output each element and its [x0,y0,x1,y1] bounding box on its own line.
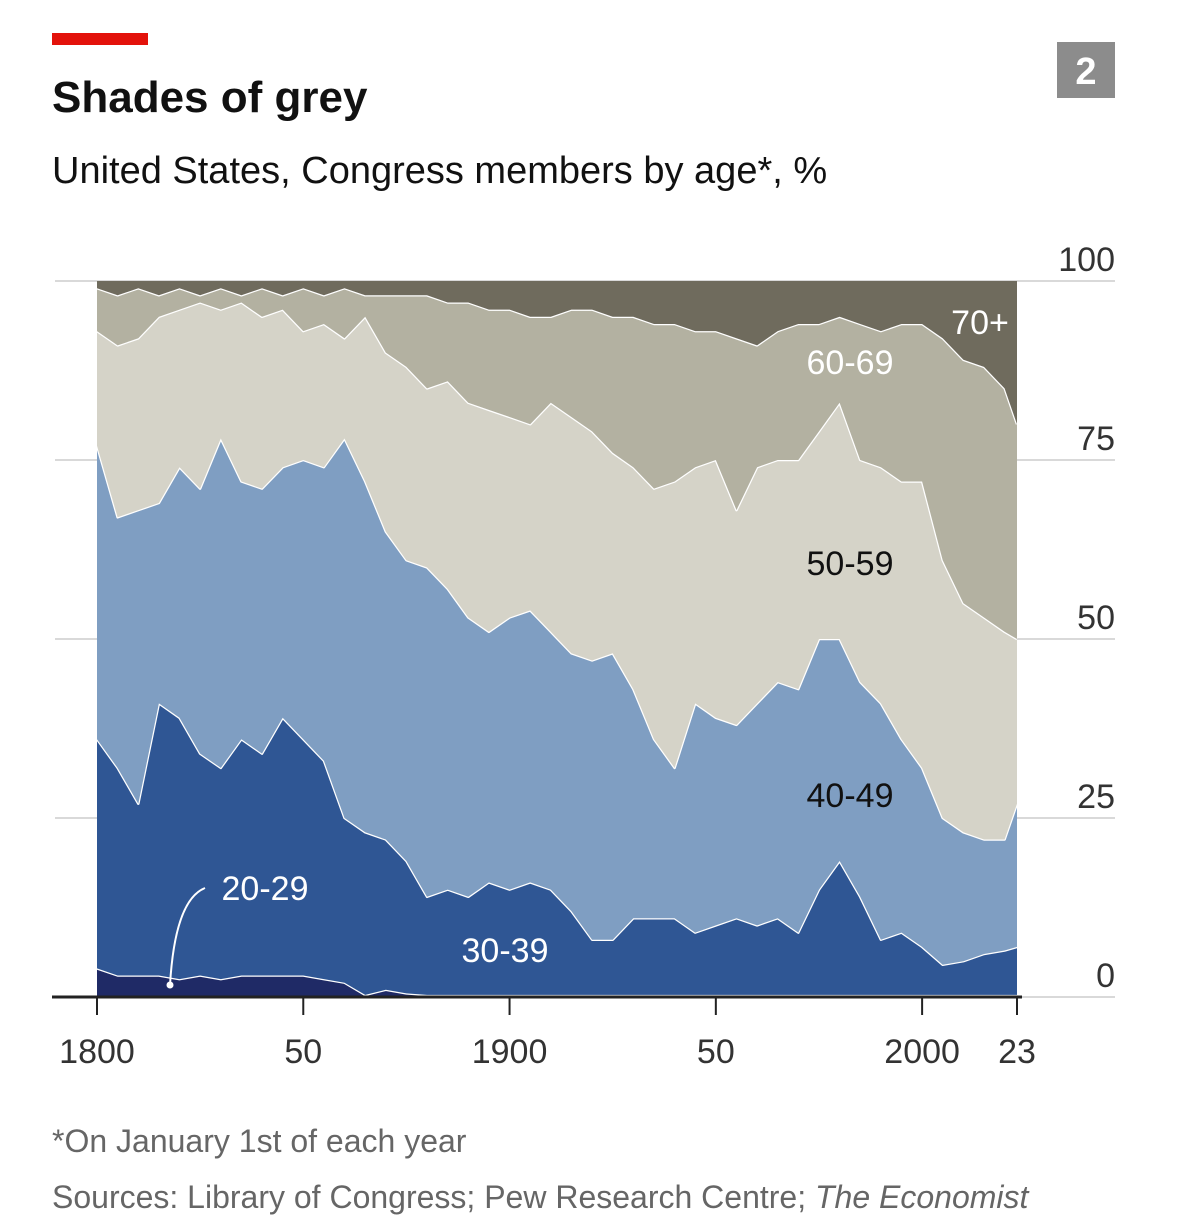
chart-title: Shades of grey [52,73,368,122]
area [97,288,1017,639]
area [97,302,1017,840]
red-bar [52,33,148,45]
series-label: 50-59 [807,545,894,583]
series-label: 70+ [951,304,1009,342]
chart-subtitle: United States, Congress members by age*,… [52,150,827,192]
x-tick-label: 50 [697,1033,735,1071]
x-tick-label: 2000 [884,1033,960,1071]
y-tick-label: 100 [1058,241,1115,279]
x-tick-label: 1900 [472,1033,548,1071]
x-tick-label: 23 [998,1033,1036,1071]
series-label: 30-39 [462,932,549,970]
boundary-line [95,702,1018,967]
area [97,703,1017,995]
series-label: 40-49 [807,777,894,815]
plot: 20-29 30-39 40-49 50-59 60-69 70+ 0 25 50 75 100 18… [52,241,1115,1071]
source: Sources: Library of Congress; Pew Resear… [52,1179,1030,1215]
x-tick-label: 50 [284,1033,322,1071]
area [97,438,1017,965]
series-label: 20-29 [222,870,309,908]
y-tick-label: 75 [1077,420,1115,458]
leader-line [169,887,206,986]
source-italic: The Economist [815,1179,1030,1215]
y-tick-label: 50 [1077,599,1115,637]
badge-text: 2 [1075,51,1096,93]
y-tick-label: 0 [1096,957,1115,995]
x-tick-label: 1800 [59,1033,135,1071]
source-text: Sources: Library of Congress; Pew Resear… [52,1179,806,1215]
leader-dot [166,981,174,989]
footnote: *On January 1st of each year [52,1123,467,1159]
area [97,968,1017,997]
series-label: 60-69 [807,344,894,382]
area [97,281,1017,425]
y-tick-label: 25 [1077,778,1115,816]
badge [1057,42,1115,98]
